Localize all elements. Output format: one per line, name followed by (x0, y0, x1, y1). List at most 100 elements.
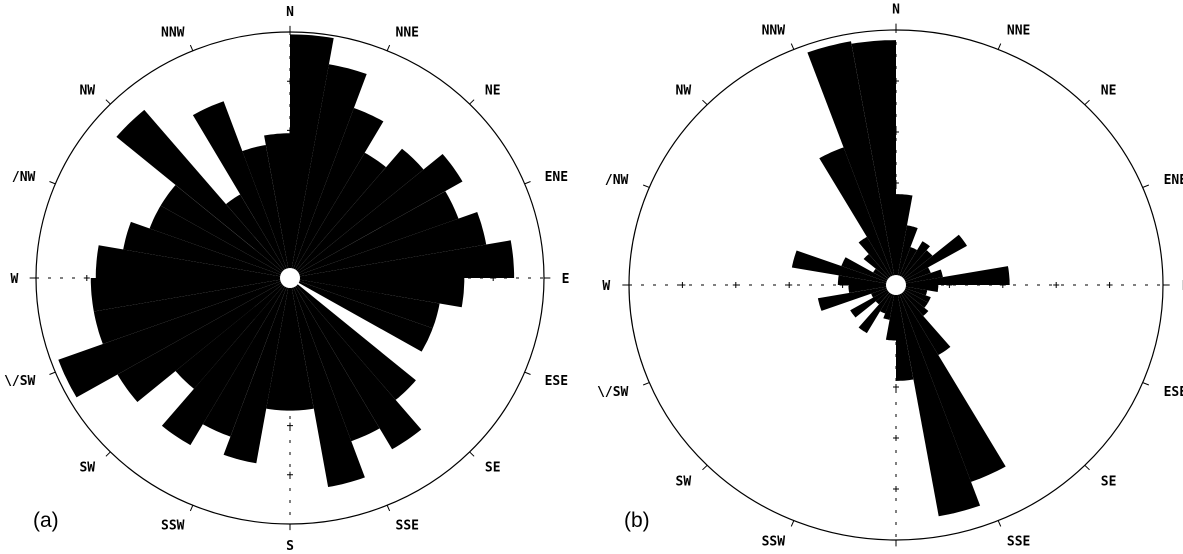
rose-petal (290, 278, 416, 400)
direction-label-ese: ESE (1164, 385, 1183, 400)
direction-tick (105, 451, 111, 457)
rose-petal (90, 278, 290, 312)
axis-plus-mark (893, 384, 899, 390)
rose-petal (290, 152, 386, 278)
direction-tick (524, 181, 531, 185)
direction-tick (49, 371, 56, 375)
rose-petal (149, 205, 290, 278)
rose-petal (896, 285, 1006, 482)
rose-petal (807, 41, 896, 285)
rose-petal (226, 194, 290, 278)
direction-tick (469, 451, 475, 457)
rose-petal (850, 285, 896, 318)
direction-tick (1142, 184, 1150, 188)
direction-tick (105, 99, 111, 105)
rose-petal (791, 250, 896, 285)
direction-label-se: SE (1101, 475, 1117, 490)
direction-label-nne: NNE (1007, 23, 1030, 38)
rose-petal (290, 278, 365, 487)
rose-petal (290, 278, 433, 352)
axis-plus-mark (287, 471, 293, 478)
direction-tick (189, 505, 194, 512)
direction-tick (1084, 464, 1090, 471)
rose-petal (223, 278, 290, 464)
direction-tick (386, 505, 391, 512)
rose-petal (290, 278, 440, 329)
rose-petal (123, 221, 290, 278)
rose-petal (290, 154, 463, 278)
direction-label-ese: ESE (545, 374, 568, 389)
axis-plus-mark (679, 282, 686, 288)
direction-tick (790, 43, 795, 50)
rose-petal (896, 250, 933, 285)
rose-petal (95, 245, 290, 278)
rose-petal (202, 278, 290, 437)
direction-label-wnw: /NW (605, 173, 629, 188)
direction-tick (49, 181, 56, 185)
rose-petal (896, 285, 939, 292)
direction-tick (997, 43, 1002, 50)
rose-petal (896, 225, 918, 285)
direction-label-n: N (286, 5, 294, 20)
rose-petal (175, 278, 290, 389)
rose-petal (290, 240, 515, 278)
rose-petal (858, 285, 896, 334)
axis-plus-mark (83, 275, 90, 281)
rose-petal (290, 191, 459, 278)
rose-petal (858, 236, 896, 285)
axis-plus-mark (732, 282, 739, 288)
rose-petal (266, 278, 290, 411)
rose-petal (290, 278, 422, 450)
direction-label-w: W (602, 279, 610, 294)
rose-petal (290, 278, 465, 308)
direction-label-n: N (892, 2, 900, 17)
rose-petal (290, 64, 367, 278)
direction-label-wnw: /NW (12, 170, 36, 185)
rose-petal (93, 278, 290, 344)
direction-label-sse: SSE (1007, 535, 1030, 550)
direction-tick (1084, 99, 1090, 106)
axis-plus-mark (893, 486, 899, 492)
rose-petal (896, 241, 930, 285)
rose-petal (290, 212, 487, 278)
rose-petal (290, 278, 314, 411)
panel-label-b: (b) (624, 509, 650, 532)
rose-petal (58, 278, 290, 398)
rose-diagram-a: N NNE NE ENE E ESE SE SSE S SSW SW \/SW W/NW NW NNW (4, 5, 569, 554)
direction-label-nnw: NNW (161, 25, 185, 40)
axis-plus-mark (1053, 282, 1060, 288)
rose-petal (896, 285, 951, 355)
direction-tick (702, 99, 708, 106)
rose-petal (885, 285, 896, 341)
rose-petal (160, 185, 290, 278)
direction-tick (642, 382, 650, 386)
rose-petal (841, 257, 896, 285)
direction-tick (997, 520, 1002, 527)
center-hole (280, 268, 300, 288)
direction-label-e: E (562, 272, 570, 287)
direction-label-nne: NNE (396, 25, 419, 40)
direction-tick (790, 520, 795, 527)
rose-petal (117, 278, 290, 402)
direction-label-sw: SW (676, 475, 692, 490)
direction-tick (642, 184, 650, 188)
direction-label-se: SE (485, 461, 501, 476)
rose-petal (161, 278, 290, 446)
direction-label-ene: ENE (545, 170, 568, 185)
center-hole (886, 275, 906, 295)
direction-tick (524, 371, 531, 375)
direction-label-w: W (10, 272, 18, 287)
rose-petal (819, 147, 896, 285)
axis-plus-mark (786, 282, 793, 288)
rose-petal (863, 254, 896, 285)
rose-petal (290, 278, 380, 442)
rose-petal (896, 285, 914, 381)
rose-petal (290, 148, 424, 278)
direction-label-ne: NE (485, 83, 501, 98)
direction-tick (702, 464, 708, 471)
direction-label-e: E (1182, 279, 1183, 294)
panel-label-a: (a) (33, 509, 59, 532)
axis-plus-mark (893, 435, 899, 441)
